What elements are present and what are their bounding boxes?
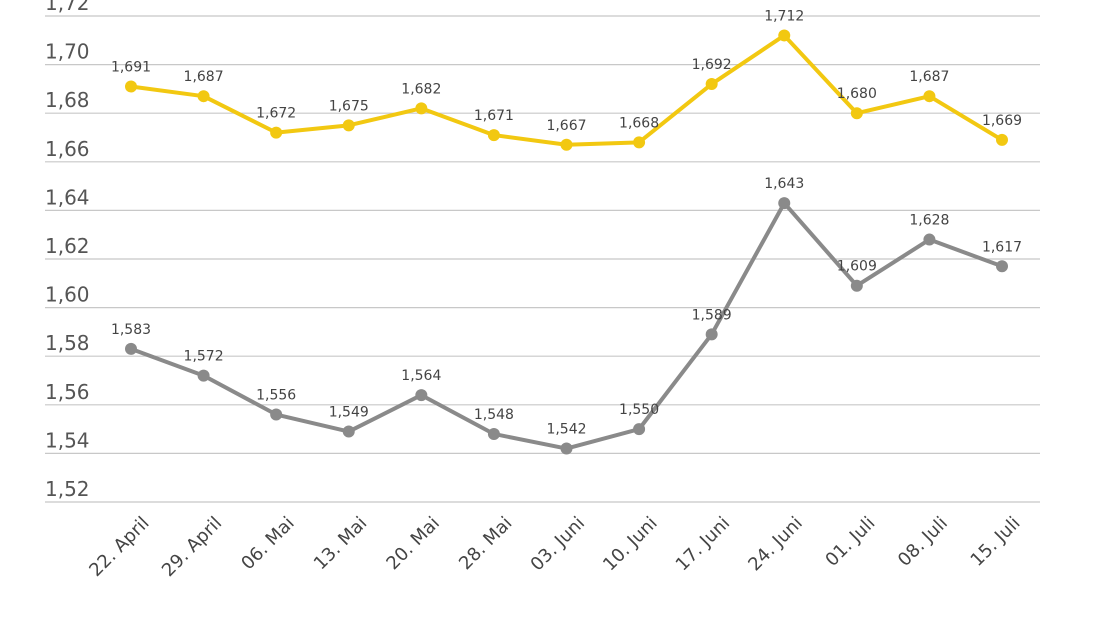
data-point (633, 136, 646, 149)
data-point (996, 133, 1008, 146)
value-label: 1,556 (256, 388, 296, 404)
value-label: 1,687 (909, 69, 949, 85)
value-label: 1,549 (329, 405, 369, 421)
value-label: 1,687 (184, 69, 224, 85)
value-label: 1,628 (909, 213, 949, 229)
data-point (923, 90, 936, 103)
data-point (342, 119, 355, 132)
x-tick-label: 28. Mai (455, 513, 516, 574)
value-label: 1,572 (184, 349, 224, 365)
data-point (923, 233, 936, 246)
y-tick-label: 1,52 (45, 477, 90, 501)
y-tick-label: 1,56 (45, 380, 90, 404)
data-point (197, 90, 210, 103)
y-tick-label: 1,66 (45, 137, 90, 161)
x-tick-label: 13. Mai (310, 513, 371, 574)
x-tick-label: 15. Juli (967, 513, 1025, 571)
data-point (560, 138, 573, 151)
value-label: 1,680 (837, 86, 877, 102)
value-label: 1,609 (837, 259, 877, 275)
series-line (130, 201, 1003, 451)
x-tick-label: 17. Juni (672, 513, 735, 576)
x-tick-label: 03. Juni (527, 513, 590, 576)
value-label: 1,617 (982, 239, 1022, 255)
data-point (850, 279, 863, 292)
value-label: 1,692 (692, 57, 732, 73)
data-point (560, 442, 573, 455)
y-tick-label: 1,64 (45, 185, 90, 209)
data-point (125, 342, 137, 355)
value-label: 1,672 (256, 106, 296, 122)
y-tick-label: 1,54 (45, 428, 90, 452)
x-tick-label: 01. Juli (821, 513, 879, 571)
value-label: 1,548 (474, 407, 514, 423)
y-tick-label: 1,62 (45, 234, 90, 258)
data-point (633, 423, 646, 436)
data-point (778, 29, 791, 42)
x-tick-label: 20. Mai (382, 513, 443, 574)
x-tick-label: 08. Juli (894, 513, 952, 571)
value-label: 1,589 (692, 307, 732, 323)
value-label: 1,643 (764, 176, 804, 192)
x-tick-label: 24. Juni (744, 513, 807, 576)
data-point (342, 425, 355, 438)
data-point (705, 328, 718, 341)
data-point (270, 408, 283, 421)
value-label: 1,682 (401, 81, 441, 97)
value-label: 1,691 (111, 59, 151, 75)
value-label: 1,583 (111, 322, 151, 338)
x-tick-label: 10. Juni (599, 513, 662, 576)
data-point (415, 102, 428, 115)
data-point (850, 107, 863, 120)
x-tick-label: 22. April (85, 513, 153, 581)
x-tick-label: 29. April (158, 513, 226, 581)
y-tick-label: 1,68 (45, 88, 90, 112)
y-tick-label: 1,58 (45, 331, 90, 355)
value-label: 1,712 (764, 8, 804, 24)
data-point (270, 126, 283, 139)
data-point (778, 197, 791, 210)
data-point (487, 427, 500, 440)
value-label: 1,671 (474, 108, 514, 124)
value-label: 1,669 (982, 113, 1022, 129)
data-point (996, 260, 1008, 273)
y-tick-label: 1,60 (45, 283, 90, 307)
data-point (705, 78, 718, 91)
data-point (125, 80, 137, 93)
data-point (415, 389, 428, 402)
value-label: 1,675 (329, 98, 369, 114)
y-tick-label: 1,70 (45, 40, 90, 64)
value-label: 1,550 (619, 402, 659, 418)
value-label: 1,542 (546, 422, 586, 438)
value-label: 1,667 (546, 118, 586, 134)
y-tick-label: 1,72 (45, 0, 90, 15)
x-tick-label: 06. Mai (237, 513, 298, 574)
data-point (197, 369, 210, 382)
value-label: 1,668 (619, 115, 659, 131)
value-label: 1,564 (401, 368, 441, 384)
data-point (487, 129, 500, 142)
